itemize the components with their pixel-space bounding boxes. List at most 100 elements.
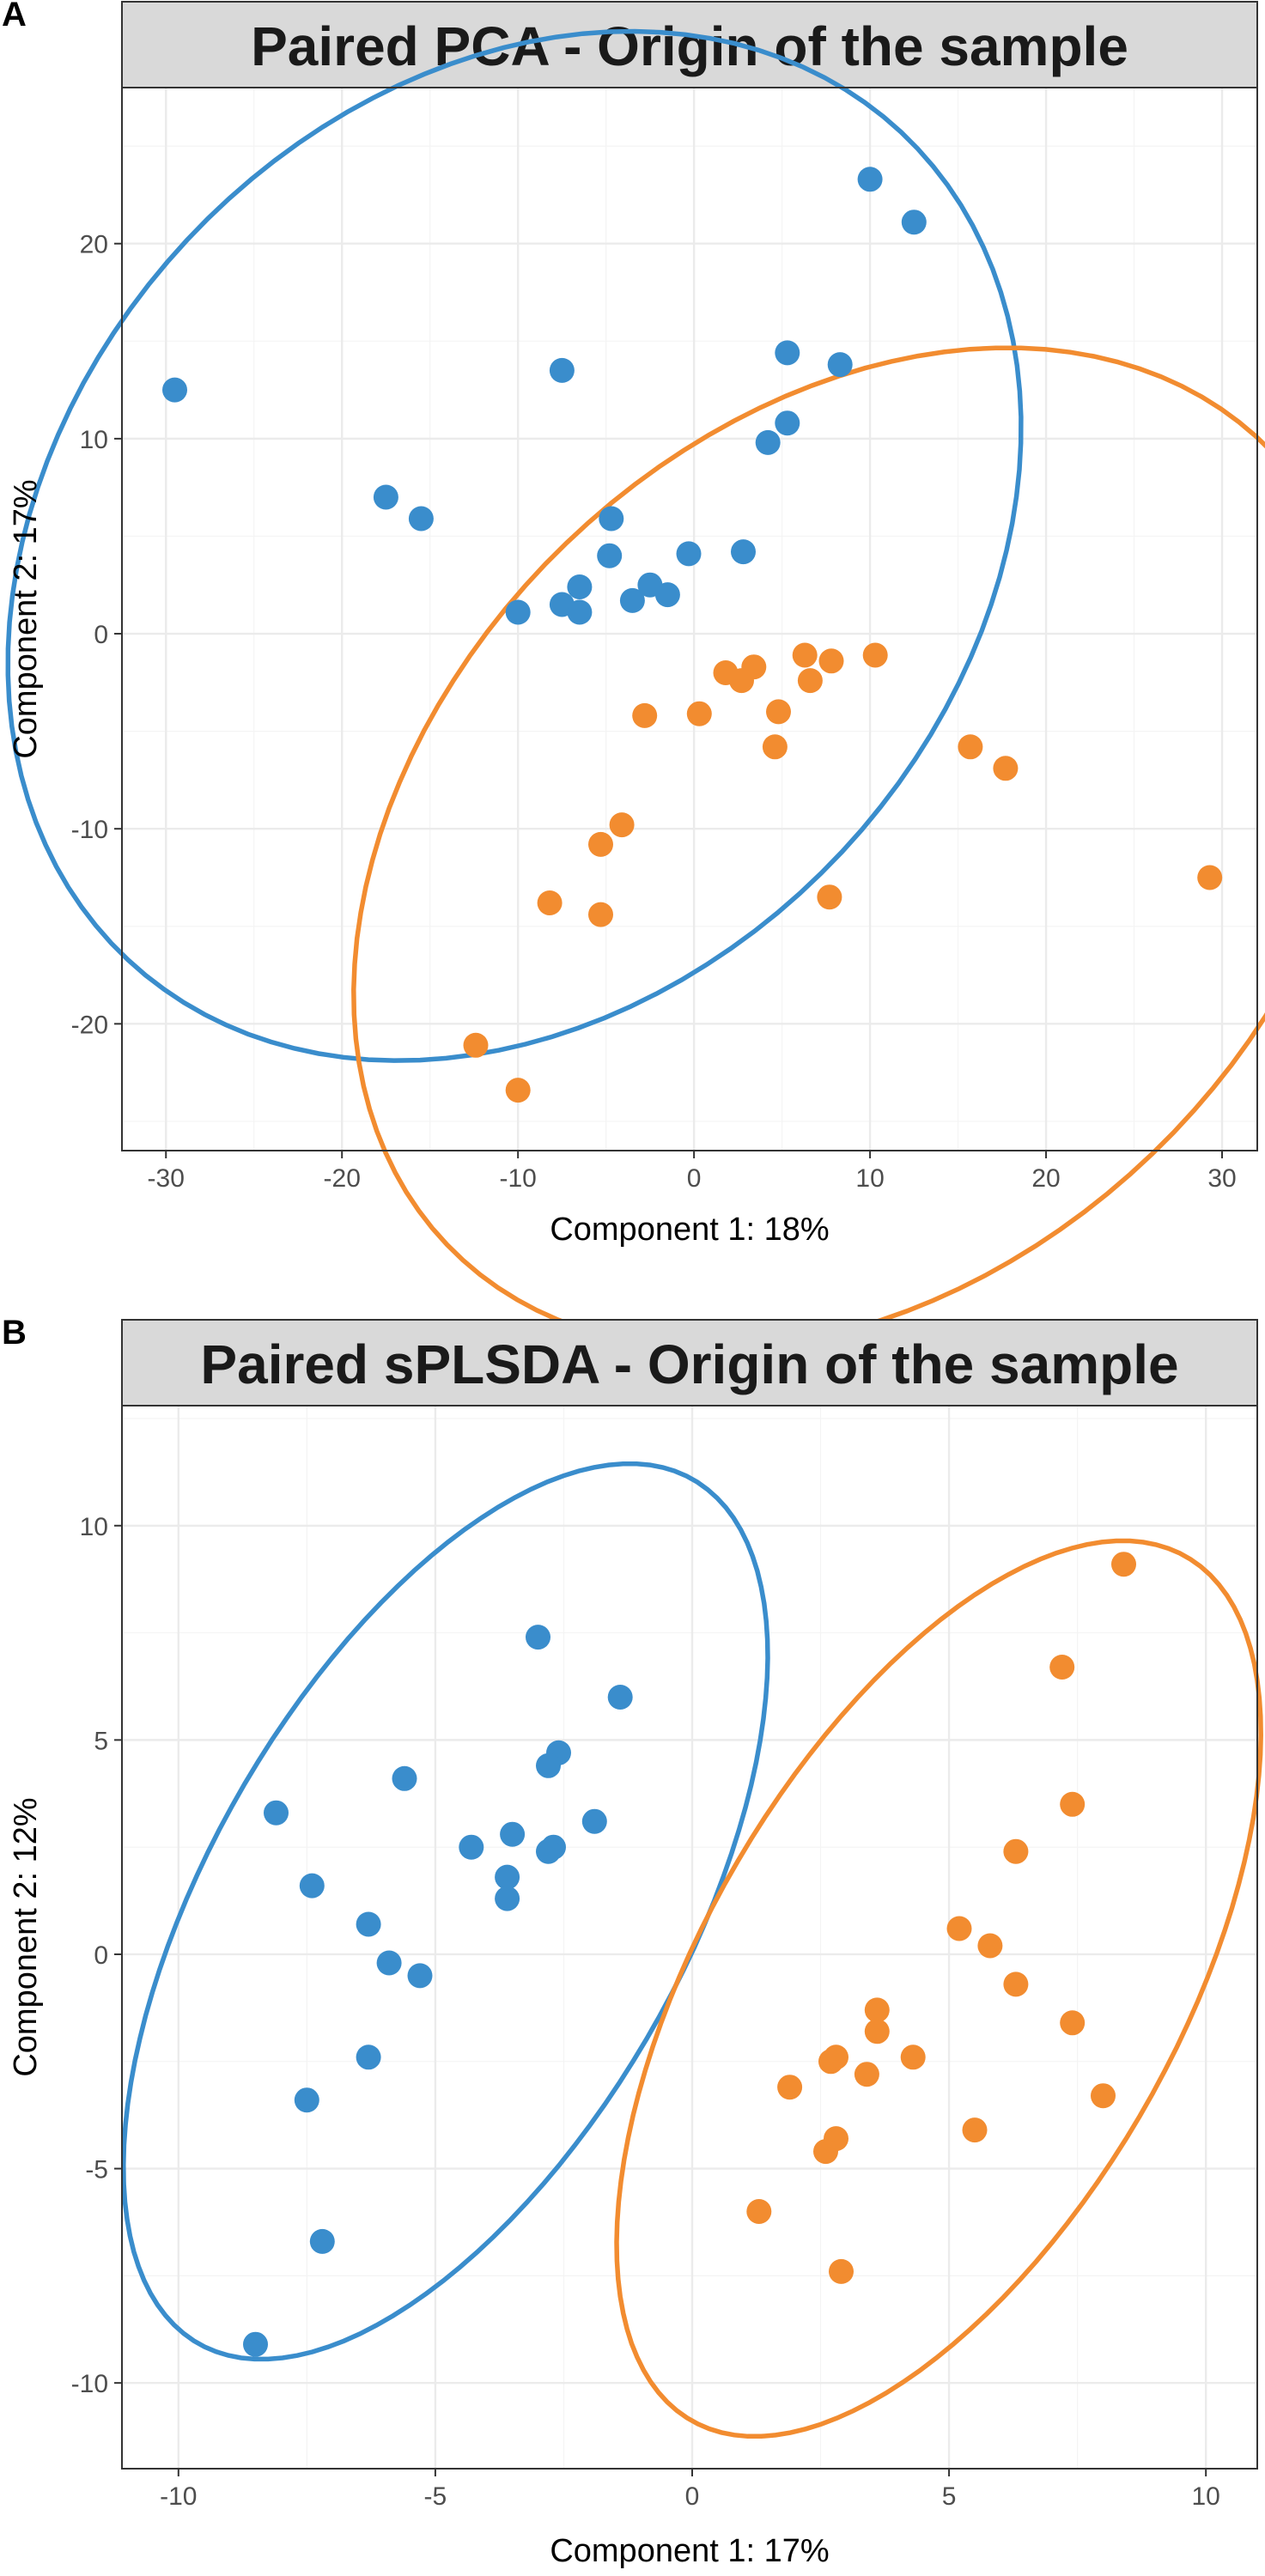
confidence-ellipse-series-2 bbox=[614, 1538, 1263, 2439]
data-point-series-2 bbox=[1049, 1655, 1075, 1680]
gridlines bbox=[122, 88, 1257, 1151]
data-point-series-1 bbox=[676, 541, 702, 567]
x-tick-label: -30 bbox=[148, 1164, 185, 1193]
data-point-series-2 bbox=[686, 701, 712, 726]
data-point-series-2 bbox=[797, 668, 823, 694]
data-point-series-2 bbox=[817, 884, 842, 910]
panel-label: B bbox=[2, 1314, 27, 1352]
data-point-series-1 bbox=[459, 1834, 484, 1860]
data-point-series-1 bbox=[755, 429, 781, 455]
x-axis-title: Component 1: 17% bbox=[550, 2533, 829, 2569]
data-point-series-1 bbox=[526, 1625, 550, 1650]
axes: -30 -20 -10 0 10 20 30 -20 -10 0 10 20 bbox=[71, 87, 1258, 1193]
title-strip bbox=[121, 1, 1258, 88]
data-point-series-1 bbox=[309, 2228, 335, 2254]
y-tick-label: -5 bbox=[85, 2156, 108, 2184]
chart-title: Paired sPLSDA - Origin of the sample bbox=[200, 1334, 1178, 1395]
data-point-series-1 bbox=[264, 1800, 289, 1826]
panel-label: A bbox=[2, 0, 27, 33]
data-point-series-2 bbox=[1060, 2010, 1086, 2036]
data-point-series-1 bbox=[392, 1765, 417, 1791]
data-point-series-1 bbox=[827, 352, 853, 378]
data-point-series-1 bbox=[619, 587, 645, 613]
panel-b: B Paired sPLSDA - Origin of the sample -… bbox=[2, 1314, 1263, 2569]
y-tick-label: 0 bbox=[94, 1941, 108, 1970]
x-tick-label: -5 bbox=[424, 2482, 447, 2511]
data-point-series-2 bbox=[854, 2062, 879, 2087]
data-point-series-1 bbox=[407, 1963, 433, 1989]
title-strip bbox=[121, 1319, 1258, 1406]
y-tick-label: 5 bbox=[94, 1727, 108, 1755]
plot-border bbox=[121, 87, 1258, 1151]
data-point-series-1 bbox=[857, 167, 883, 192]
x-tick-label: 10 bbox=[855, 1164, 884, 1193]
data-point-series-1 bbox=[597, 543, 623, 568]
data-point-series-2 bbox=[1111, 1552, 1136, 1577]
y-axis-title: Component 2: 17% bbox=[8, 479, 44, 758]
data-point-series-1 bbox=[581, 1808, 607, 1834]
data-points bbox=[243, 1552, 1136, 2357]
data-point-series-1 bbox=[356, 1911, 381, 1937]
data-point-series-2 bbox=[818, 2049, 843, 2075]
data-point-series-2 bbox=[588, 902, 613, 927]
data-point-series-2 bbox=[777, 2075, 803, 2100]
data-point-series-2 bbox=[864, 1997, 890, 2023]
data-point-series-2 bbox=[746, 2199, 772, 2224]
data-point-series-1 bbox=[536, 1838, 561, 1864]
data-point-series-2 bbox=[962, 2117, 988, 2143]
data-point-series-2 bbox=[632, 702, 658, 728]
y-tick-label: 10 bbox=[80, 426, 108, 454]
data-point-series-1 bbox=[505, 599, 531, 625]
data-point-series-1 bbox=[567, 599, 593, 625]
data-point-series-2 bbox=[1003, 1838, 1029, 1864]
data-point-series-2 bbox=[792, 642, 818, 668]
data-point-series-1 bbox=[495, 1886, 520, 1911]
plot-area bbox=[121, 1405, 1258, 2470]
data-point-series-1 bbox=[654, 582, 680, 608]
data-point-series-1 bbox=[162, 377, 187, 403]
data-point-series-2 bbox=[993, 756, 1019, 781]
data-point-series-2 bbox=[829, 2258, 854, 2284]
confidence-ellipse-series-2 bbox=[351, 345, 1265, 1352]
confidence-ellipses bbox=[5, 28, 1265, 1352]
y-tick-label: -10 bbox=[71, 2370, 108, 2398]
x-tick-label: -20 bbox=[324, 1164, 361, 1193]
panel-a: A Paired PCA - Origin of the sample -30-… bbox=[2, 0, 1265, 1352]
data-point-series-1 bbox=[243, 2331, 268, 2357]
data-point-series-2 bbox=[609, 812, 635, 838]
x-tick-label: 0 bbox=[685, 2482, 700, 2511]
data-point-series-1 bbox=[775, 410, 800, 436]
data-point-series-2 bbox=[862, 642, 888, 668]
y-tick-label: 20 bbox=[80, 231, 108, 259]
confidence-ellipse-series-1 bbox=[121, 1461, 770, 2362]
data-point-series-2 bbox=[946, 1916, 972, 1941]
x-tick-label: 30 bbox=[1207, 1164, 1236, 1193]
data-point-series-1 bbox=[731, 539, 756, 565]
data-point-series-1 bbox=[567, 574, 593, 599]
data-point-series-1 bbox=[294, 2087, 319, 2113]
data-point-series-2 bbox=[958, 734, 983, 760]
x-tick-label: 5 bbox=[942, 2482, 957, 2511]
data-point-series-2 bbox=[762, 734, 788, 760]
data-point-series-2 bbox=[505, 1078, 531, 1103]
data-point-series-2 bbox=[1060, 1791, 1086, 1817]
data-point-series-1 bbox=[775, 340, 800, 366]
data-point-series-2 bbox=[977, 1933, 1003, 1959]
gridlines bbox=[122, 1406, 1257, 2469]
data-point-series-1 bbox=[373, 484, 398, 510]
x-tick-label: -10 bbox=[160, 2482, 197, 2511]
y-tick-label: 10 bbox=[80, 1513, 108, 1541]
data-point-series-1 bbox=[549, 357, 575, 383]
data-point-series-2 bbox=[1003, 1971, 1029, 1997]
x-tick-label: 20 bbox=[1031, 1164, 1060, 1193]
data-point-series-1 bbox=[299, 1873, 325, 1899]
data-point-series-2 bbox=[900, 2044, 926, 2070]
data-point-series-1 bbox=[607, 1685, 633, 1710]
y-axis-title: Component 2: 12% bbox=[8, 1797, 44, 2076]
data-point-series-1 bbox=[536, 1753, 561, 1778]
y-tick-label: -10 bbox=[71, 816, 108, 844]
data-point-series-2 bbox=[766, 699, 791, 725]
data-point-series-1 bbox=[901, 210, 927, 235]
x-tick-label: -10 bbox=[499, 1164, 536, 1193]
